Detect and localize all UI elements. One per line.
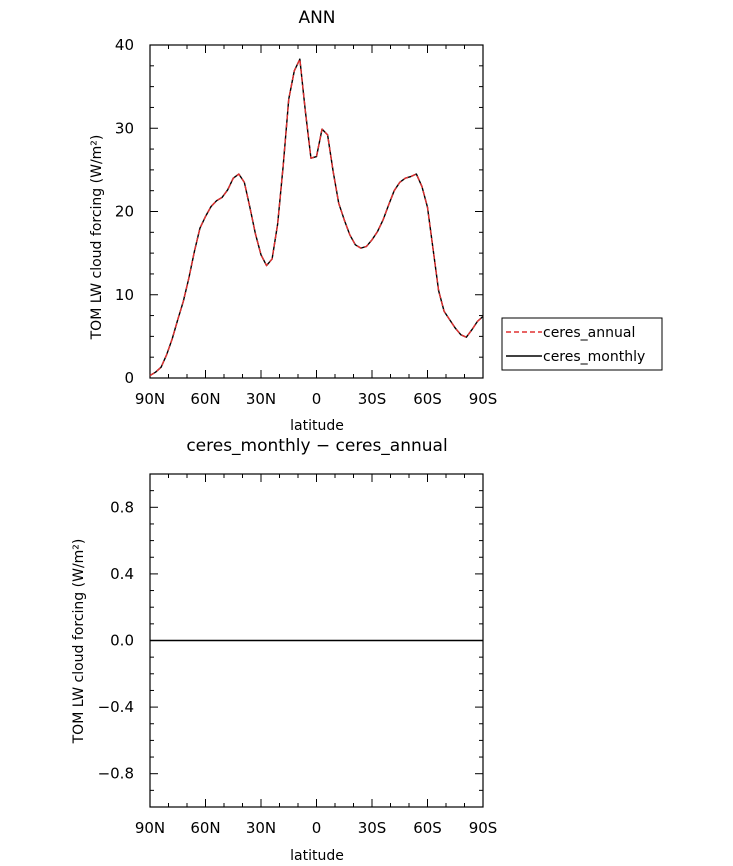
x-tick-label: 90S — [469, 819, 498, 837]
y-tick-label: 10 — [115, 286, 134, 304]
series-line-ceres_annual — [149, 58, 484, 377]
x-tick-label: 30N — [246, 819, 276, 837]
y-tick-label: 0 — [124, 369, 134, 387]
top-x-axis-label: latitude — [290, 418, 344, 434]
x-tick-label: 0 — [312, 819, 322, 837]
plot-frame — [149, 44, 484, 379]
x-tick-label: 90N — [135, 819, 165, 837]
legend: ceres_annual ceres_monthly — [501, 317, 663, 371]
top-y-axis-label: TOM LW cloud forcing (W/m²) — [89, 135, 105, 341]
y-tick-label: −0.4 — [98, 698, 134, 716]
y-tick-label: 40 — [115, 36, 134, 54]
x-tick-label: 60S — [413, 819, 442, 837]
bottom-x-axis-label: latitude — [290, 848, 344, 864]
y-tick-label: −0.8 — [98, 765, 134, 783]
bottom-chart-title: ceres_monthly − ceres_annual — [186, 436, 447, 456]
bottom-y-axis-label: TOM LW cloud forcing (W/m²) — [71, 539, 87, 745]
series-line-ceres_monthly — [149, 58, 484, 377]
y-tick-label: 20 — [115, 203, 134, 221]
top-chart-title: ANN — [298, 8, 335, 28]
x-tick-label: 60S — [413, 390, 442, 408]
x-tick-label: 30S — [358, 390, 387, 408]
legend-box — [501, 317, 663, 371]
x-tick-label: 0 — [312, 390, 322, 408]
x-tick-label: 30N — [246, 390, 276, 408]
panel-bottom: 90N 60N 30N 0 30S 60S 90S −0.8 −0.4 0.0 0.4 0.8 — [98, 473, 498, 837]
panel-top: 90N 60N 30N 0 30S 60S 90S 0 10 20 30 40 — [115, 36, 497, 408]
y-tick-label: 30 — [115, 119, 134, 137]
chart-marks: 90N 60N 30N 0 30S 60S 90S 0 10 20 30 40 90N 60N 30N 0 30… — [98, 36, 498, 837]
y-tick-label: 0.4 — [110, 565, 134, 583]
x-tick-label: 60N — [190, 390, 220, 408]
x-tick-label: 60N — [190, 819, 220, 837]
y-tick-label: 0.0 — [110, 632, 134, 650]
x-tick-label: 90N — [135, 390, 165, 408]
legend-label-ceres-monthly: ceres_monthly — [543, 349, 645, 365]
y-tick-label: 0.8 — [110, 498, 134, 516]
x-tick-label: 90S — [469, 390, 498, 408]
x-tick-label: 30S — [358, 819, 387, 837]
legend-label-ceres-annual: ceres_annual — [543, 325, 635, 341]
